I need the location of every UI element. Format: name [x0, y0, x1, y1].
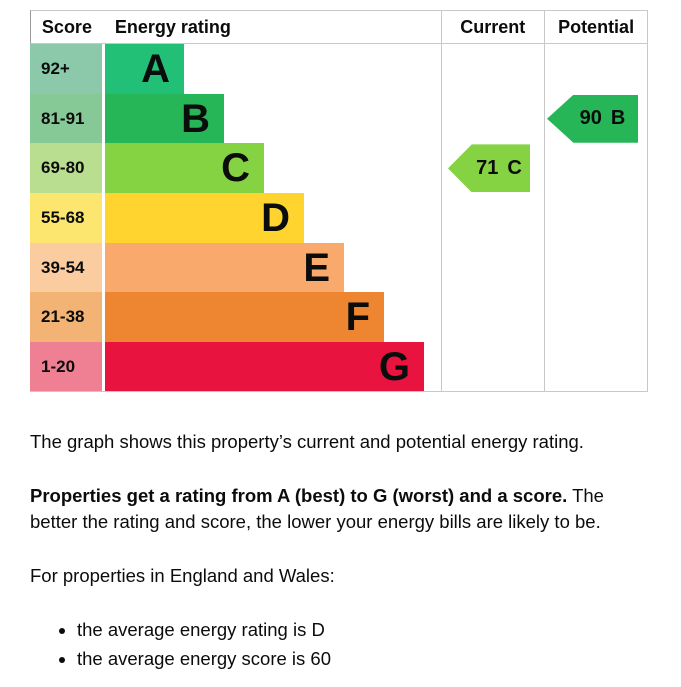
chart-header-row: Score Energy rating Current Potential — [30, 10, 648, 44]
band-letter: C — [221, 146, 250, 191]
band-score-label: 69-80 — [41, 158, 85, 178]
rating-explanation: Properties get a rating from A (best) to… — [30, 483, 650, 535]
band-row-g: 1-20 G — [30, 342, 648, 392]
band-bar-b: B — [105, 93, 224, 144]
column-header-current: Current — [460, 16, 526, 37]
region-heading: For properties in England and Wales: — [30, 564, 335, 586]
gridline-current-column — [441, 10, 442, 392]
band-score-label: 55-68 — [41, 207, 85, 227]
average-score-item: the average energy score is 60 — [77, 646, 650, 672]
band-bar-e: E — [105, 242, 344, 293]
rating-explanation-rest: The better the rating and score, the low… — [30, 484, 604, 532]
column-header-energy-rating: Energy rating — [114, 16, 231, 37]
band-letter: D — [261, 195, 290, 240]
column-header-potential: Potential — [558, 16, 635, 37]
band-letter: G — [378, 344, 410, 389]
potential-rating-letter: B — [610, 107, 626, 130]
band-score-cell: 69-80 — [30, 143, 102, 194]
current-rating-letter: C — [507, 156, 522, 179]
gridline-right-edge — [647, 10, 648, 392]
band-score-label: 92+ — [41, 58, 70, 78]
energy-rating-chart: Score Energy rating Current Potential 92… — [30, 10, 648, 392]
gridline-potential-column — [544, 10, 545, 392]
band-score-label: 81-91 — [41, 108, 85, 128]
band-score-cell: 39-54 — [30, 242, 102, 293]
current-rating-arrow: 71 C — [448, 144, 530, 193]
band-letter: F — [345, 295, 370, 340]
band-score-label: 39-54 — [41, 257, 85, 277]
band-row-a: 92+ A — [30, 44, 648, 94]
band-score-label: 1-20 — [41, 356, 76, 376]
average-rating-item: the average energy rating is D — [77, 617, 650, 643]
band-score-cell: 92+ — [30, 44, 102, 94]
column-header-score: Score — [41, 16, 92, 37]
band-bar-g: G — [105, 342, 424, 392]
rating-explanation-bold: Properties get a rating from A (best) to… — [30, 484, 568, 506]
intro-text: The graph shows this property’s current … — [30, 431, 584, 452]
band-bar-d: D — [105, 193, 304, 243]
band-score-label: 21-38 — [41, 307, 85, 327]
potential-score-value: 90 — [579, 107, 602, 130]
band-row-c: 69-80 C — [30, 143, 648, 194]
band-score-cell: 81-91 — [30, 93, 102, 144]
band-row-b: 81-91 B — [30, 93, 648, 144]
band-letter: A — [141, 46, 170, 91]
band-letter: E — [303, 245, 330, 290]
chart-description: The graph shows this property’s current … — [30, 429, 650, 672]
gridline-bottom-edge — [30, 391, 648, 392]
average-stats-list: the average energy rating is D the avera… — [30, 617, 650, 673]
band-letter: B — [181, 96, 210, 141]
band-row-d: 55-68 D — [30, 193, 648, 243]
band-bar-a: A — [105, 44, 184, 94]
band-row-f: 21-38 F — [30, 292, 648, 343]
chart-body: 92+ A 81-91 B 69-80 C 55-68 D 39-54 E 21… — [30, 44, 648, 392]
band-row-e: 39-54 E — [30, 242, 648, 293]
band-score-cell: 21-38 — [30, 292, 102, 343]
band-bar-c: C — [105, 143, 264, 194]
band-score-cell: 55-68 — [30, 193, 102, 243]
band-score-cell: 1-20 — [30, 342, 102, 392]
band-bar-f: F — [105, 292, 384, 343]
current-score-value: 71 — [476, 156, 499, 179]
